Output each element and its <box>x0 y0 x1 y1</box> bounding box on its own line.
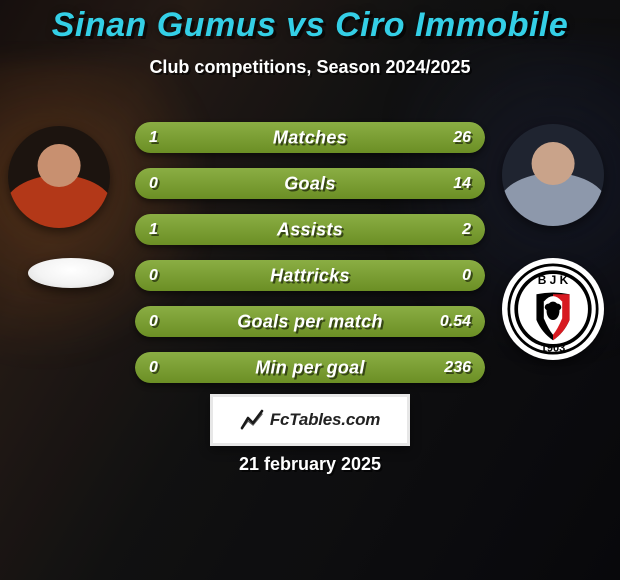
stat-bar: 1Matches26 <box>135 122 485 153</box>
brand-box: FcTables.com <box>210 394 410 446</box>
stat-bar: 1Assists2 <box>135 214 485 245</box>
stat-bar: 0Hattricks0 <box>135 260 485 291</box>
stat-label: Hattricks <box>135 265 485 286</box>
stat-right-value: 0 <box>462 267 471 285</box>
stat-label: Matches <box>135 127 485 148</box>
player-left-avatar <box>8 126 110 228</box>
club-left-badge <box>28 258 114 288</box>
club-right-badge: B J K 1903 <box>502 258 604 360</box>
stat-label: Goals per match <box>135 311 485 332</box>
stat-label: Assists <box>135 219 485 240</box>
player-right-avatar <box>502 124 604 226</box>
stat-right-value: 14 <box>453 175 471 193</box>
avatar-head <box>532 142 575 185</box>
stat-bars: 1Matches260Goals141Assists20Hattricks00G… <box>135 122 485 383</box>
brand-text: FcTables.com <box>270 410 380 430</box>
stat-bar: 0Min per goal236 <box>135 352 485 383</box>
club-year: 1903 <box>541 342 566 354</box>
stat-right-value: 236 <box>444 359 471 377</box>
card: Sinan Gumus vs Ciro Immobile Club compet… <box>0 0 620 580</box>
page-title: Sinan Gumus vs Ciro Immobile <box>0 6 620 45</box>
stat-bar: 0Goals per match0.54 <box>135 306 485 337</box>
stat-label: Min per goal <box>135 357 485 378</box>
fctables-logo-icon <box>240 408 264 432</box>
stat-bar: 0Goals14 <box>135 168 485 199</box>
footer-date: 21 february 2025 <box>0 454 620 475</box>
subtitle: Club competitions, Season 2024/2025 <box>0 57 620 78</box>
stat-right-value: 26 <box>453 129 471 147</box>
svg-text:B J K: B J K <box>538 273 569 287</box>
stat-right-value: 0.54 <box>440 313 471 331</box>
stat-label: Goals <box>135 173 485 194</box>
besiktas-icon: B J K 1903 <box>507 263 599 355</box>
stat-right-value: 2 <box>462 221 471 239</box>
avatar-head <box>38 144 81 187</box>
